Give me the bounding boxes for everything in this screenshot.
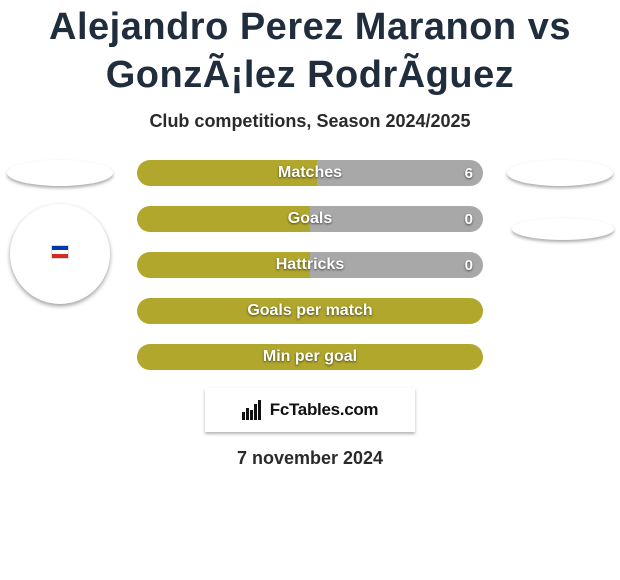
bar-left-fill bbox=[137, 160, 317, 186]
player-left-avatar bbox=[10, 204, 110, 304]
comparison-bars: Matches6 Goals0 Hattricks0 Goals per match M… bbox=[137, 160, 483, 370]
player-left-column bbox=[0, 160, 120, 304]
bar-row: Goals0 bbox=[137, 206, 483, 232]
bar-left-fill bbox=[137, 344, 483, 370]
player-right-name-pill bbox=[507, 160, 613, 186]
page-title: Alejandro Perez Maranon vs GonzÃ¡lez Rod… bbox=[0, 0, 620, 99]
flag-icon bbox=[52, 246, 68, 258]
bar-row: Goals per match bbox=[137, 298, 483, 324]
player-right-secondary-pill bbox=[512, 218, 614, 240]
date-line: 7 november 2024 bbox=[0, 448, 620, 469]
bar-value-right: 0 bbox=[465, 252, 473, 278]
brand-bars-icon bbox=[242, 400, 264, 420]
page-root: Alejandro Perez Maranon vs GonzÃ¡lez Rod… bbox=[0, 0, 620, 580]
bar-value-right: 6 bbox=[465, 160, 473, 186]
bar-left-fill bbox=[137, 298, 483, 324]
bar-right-fill bbox=[310, 252, 483, 278]
compare-area: Matches6 Goals0 Hattricks0 Goals per match M… bbox=[0, 160, 620, 370]
bar-value-right: 0 bbox=[465, 206, 473, 232]
bar-right-fill bbox=[317, 160, 483, 186]
page-subtitle: Club competitions, Season 2024/2025 bbox=[0, 111, 620, 132]
bar-right-fill bbox=[310, 206, 483, 232]
player-right-column bbox=[500, 160, 620, 240]
brand-name: FcTables.com bbox=[270, 400, 379, 420]
bar-row: Hattricks0 bbox=[137, 252, 483, 278]
bar-row: Matches6 bbox=[137, 160, 483, 186]
bar-left-fill bbox=[137, 252, 310, 278]
bar-row: Min per goal bbox=[137, 344, 483, 370]
player-left-name-pill bbox=[7, 160, 113, 186]
brand-box[interactable]: FcTables.com bbox=[205, 388, 415, 432]
bar-left-fill bbox=[137, 206, 310, 232]
